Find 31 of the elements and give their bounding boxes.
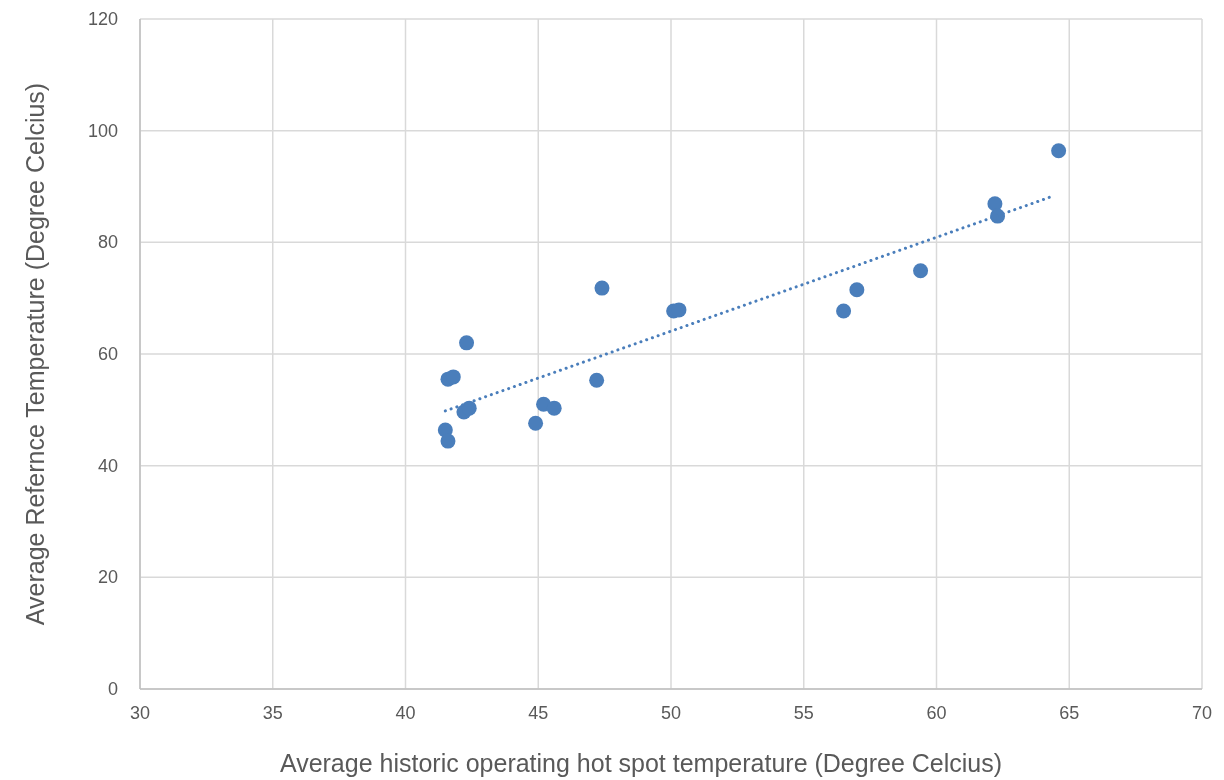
x-tick-label: 30 [129,703,151,723]
y-tick-label: 100 [87,120,118,141]
point [440,433,456,449]
x-tick-label: 65 [1059,703,1080,723]
point [459,335,475,351]
x-tick-label: 55 [793,703,814,723]
y-tick-label: 20 [97,567,118,588]
point [913,263,929,279]
x-tick-label: 40 [395,703,416,723]
point [836,303,852,319]
x-tick-label: 50 [660,703,682,723]
point [445,369,461,385]
point [849,282,865,298]
point [1051,143,1067,159]
x-axis-title: Average historic operating hot spot temperature (Degree Celcius) [279,749,1003,777]
x-tick-label: 70 [1191,703,1213,723]
y-tick-label: 60 [97,344,118,364]
y-axis-title: Average Refernce Temperature (Degree Celcius) [21,82,49,626]
y-tick-label: 120 [87,9,118,29]
point [594,280,610,296]
x-tick-label: 60 [926,703,947,723]
y-tick-label: 80 [97,232,118,253]
point [528,415,544,431]
point [546,400,562,416]
x-tick-label: 45 [528,703,549,723]
point [461,400,477,416]
y-tick-label: 40 [97,455,118,476]
point [987,196,1003,212]
x-tick-label: 35 [262,703,283,723]
point [589,372,605,388]
y-tick-label: 0 [107,679,118,699]
